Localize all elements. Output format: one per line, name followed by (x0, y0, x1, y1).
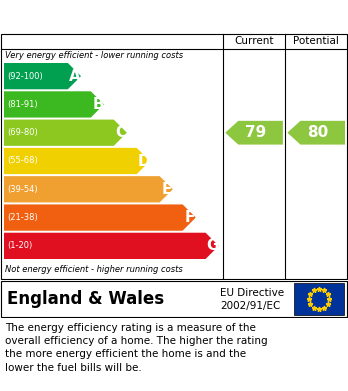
Polygon shape (4, 120, 127, 146)
Polygon shape (4, 63, 81, 89)
Text: (39-54): (39-54) (7, 185, 38, 194)
Text: Potential: Potential (293, 36, 339, 46)
Polygon shape (225, 121, 283, 145)
Polygon shape (4, 148, 150, 174)
Text: (81-91): (81-91) (7, 100, 38, 109)
Text: Energy Efficiency Rating: Energy Efficiency Rating (8, 9, 229, 24)
Text: (1-20): (1-20) (7, 241, 32, 250)
Text: Current: Current (234, 36, 274, 46)
Text: EU Directive: EU Directive (220, 288, 284, 298)
Text: D: D (137, 154, 150, 169)
Text: E: E (162, 182, 172, 197)
Text: B: B (92, 97, 104, 112)
Text: (21-38): (21-38) (7, 213, 38, 222)
Text: G: G (207, 239, 219, 253)
Polygon shape (287, 121, 345, 145)
Polygon shape (4, 176, 173, 203)
Text: A: A (69, 69, 81, 84)
Text: 80: 80 (308, 125, 329, 140)
Text: (69-80): (69-80) (7, 128, 38, 137)
Text: England & Wales: England & Wales (7, 290, 164, 308)
Text: (92-100): (92-100) (7, 72, 43, 81)
Text: 2002/91/EC: 2002/91/EC (220, 301, 280, 311)
Text: 79: 79 (245, 125, 267, 140)
Text: The energy efficiency rating is a measure of the
overall efficiency of a home. T: The energy efficiency rating is a measur… (5, 323, 268, 373)
Text: C: C (116, 125, 127, 140)
Polygon shape (4, 233, 219, 259)
Bar (294, 283, 344, 315)
Text: Not energy efficient - higher running costs: Not energy efficient - higher running co… (5, 265, 183, 274)
Polygon shape (4, 204, 196, 231)
Text: Very energy efficient - lower running costs: Very energy efficient - lower running co… (5, 51, 183, 60)
Text: F: F (185, 210, 195, 225)
Polygon shape (4, 91, 104, 118)
Text: (55-68): (55-68) (7, 156, 38, 165)
